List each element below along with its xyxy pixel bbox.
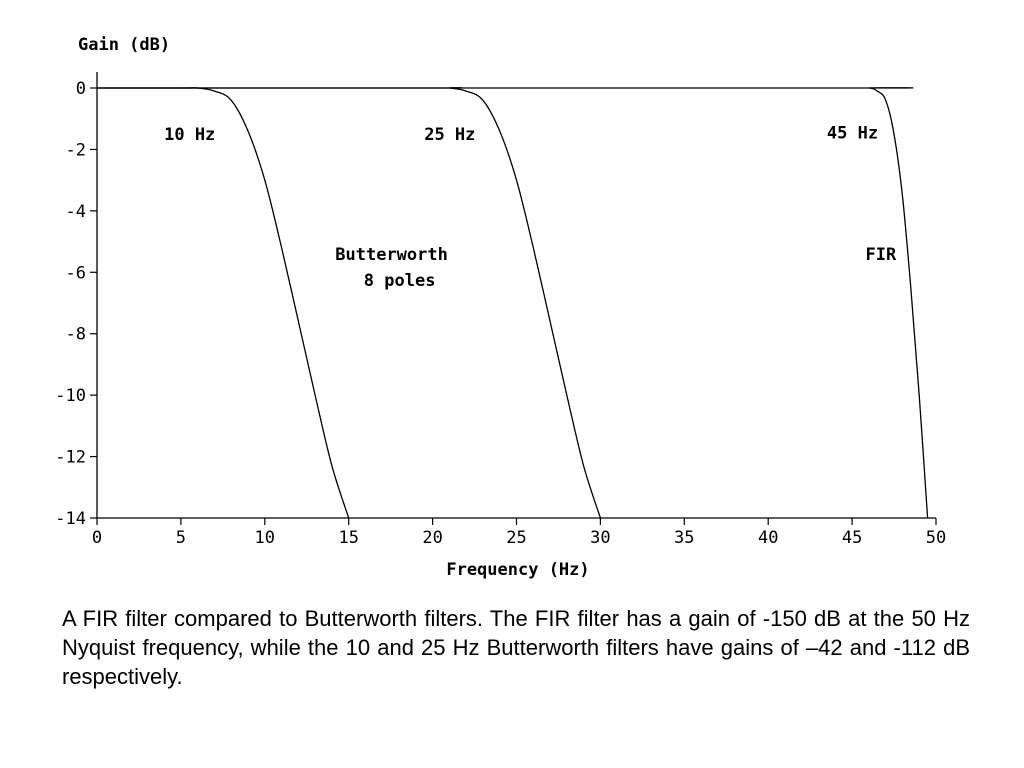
x-axis-title: Frequency (Hz) xyxy=(446,560,589,580)
y-tick-label: -12 xyxy=(55,448,86,468)
annotation-label: 10 Hz xyxy=(164,125,215,145)
annotation-label: 45 Hz xyxy=(827,124,878,144)
annotation-layer: 10 Hz 25 Hz 45 Hz Butterworth 8 poles FIR xyxy=(164,124,897,291)
y-axis-title: Gain (dB) xyxy=(78,35,170,55)
annotation-label: 25 Hz xyxy=(424,125,475,145)
y-tick-label: -14 xyxy=(55,509,86,529)
y-tick-label: -10 xyxy=(55,386,86,406)
x-tick-label: 30 xyxy=(590,528,610,548)
axis-ticks: 0 5 10 15 20 25 30 35 40 45 50 0 -2 -4 -6 -8 -10 -12 -14 xyxy=(55,79,946,548)
x-tick-label: 15 xyxy=(338,528,358,548)
annotation-label: 8 poles xyxy=(364,271,436,291)
x-tick-label: 20 xyxy=(422,528,442,548)
x-tick-label: 45 xyxy=(842,528,862,548)
series-layer xyxy=(96,87,929,519)
figure-caption: A FIR filter compared to Butterworth fil… xyxy=(62,606,970,689)
x-tick-label: 5 xyxy=(176,528,186,548)
x-tick-label: 0 xyxy=(92,528,102,548)
y-tick-label: -4 xyxy=(66,202,86,222)
annotation-label: FIR xyxy=(866,245,897,265)
x-tick-label: 50 xyxy=(926,528,946,548)
series-line-45-hz xyxy=(96,87,929,519)
series-line-25-hz xyxy=(96,87,602,519)
chart: Gain (dB) Frequency (Hz) 0 5 10 15 20 25 30 35 4… xyxy=(55,35,946,580)
series-line-10-hz xyxy=(96,87,350,519)
x-tick-label: 25 xyxy=(506,528,526,548)
x-tick-label: 35 xyxy=(674,528,694,548)
x-tick-label: 40 xyxy=(758,528,778,548)
annotation-label: Butterworth xyxy=(335,245,448,265)
y-tick-label: -6 xyxy=(66,263,86,283)
x-tick-label: 10 xyxy=(255,528,275,548)
y-tick-label: 0 xyxy=(76,79,86,99)
y-tick-label: -2 xyxy=(66,140,86,160)
y-tick-label: -8 xyxy=(66,325,86,345)
